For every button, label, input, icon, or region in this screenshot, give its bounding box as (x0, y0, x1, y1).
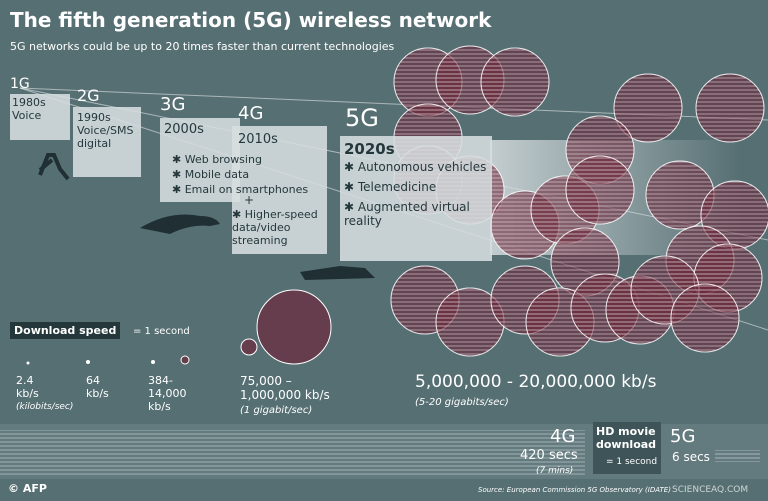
feature-text: Mobile data (184, 168, 250, 181)
gen-label: 5G (670, 426, 696, 447)
speed-note: (kilobits/sec) (16, 402, 74, 412)
feature: Voice (12, 109, 42, 122)
time: 6 secs (672, 450, 710, 464)
second-circle (480, 47, 550, 117)
feature: ✱ Telemedicine (344, 180, 437, 194)
feature-list: ✱ Web browsing ✱ Mobile data ✱ Email on … (172, 152, 308, 197)
time: 420 secs (520, 448, 578, 463)
speed: 75,000 – 1,000,000 kb/s (240, 374, 330, 402)
feature: ✱ Email on smartphones (172, 183, 309, 196)
gen-label: 1G (10, 76, 30, 92)
decade: 1980s (12, 96, 46, 109)
decade: 2010s (238, 132, 278, 147)
speed: 5,000,000 - 20,000,000 kb/s (415, 372, 657, 392)
download-label: Download speed (10, 322, 121, 339)
decade: 1990s (77, 111, 111, 124)
gen-box (232, 126, 327, 254)
speed: 64 kb/s (86, 374, 109, 400)
gen-box: 2020s ✱ Autonomous vehicles ✱ Telemedici… (340, 136, 492, 261)
dot (26, 361, 30, 365)
feature-text: Email on smartphones (184, 183, 309, 196)
second-circle (670, 283, 740, 353)
feature-text: Web browsing (184, 153, 262, 166)
subtitle: 5G networks could be up to 20 times fast… (10, 40, 395, 53)
time-note: (7 mins) (536, 466, 574, 476)
feature: ✱ Autonomous vehicles (344, 160, 487, 174)
car-icon (300, 266, 375, 280)
seconds-4g (0, 430, 585, 475)
feature-text: Higher-speed data/video streaming (232, 208, 318, 247)
speed-note: (1 gigabit/sec) (240, 405, 313, 416)
watermark: SCIENCEAQ.COM (672, 485, 749, 495)
second-circle (613, 73, 683, 143)
gen-box: 1990s Voice/SMS digital (73, 107, 141, 177)
legend: = 1 second (606, 457, 658, 467)
feature-text: Autonomous vehicles (357, 160, 487, 174)
plus: + (244, 193, 255, 207)
decade: 2020s (344, 140, 395, 158)
dot (256, 289, 332, 365)
decade: 2000s (164, 122, 204, 137)
runner-icon (38, 153, 70, 181)
cheetah-icon (140, 214, 220, 234)
title: The fifth generation (5G) wireless netwo… (10, 8, 492, 32)
second-circle (695, 73, 765, 143)
source: Source: European Commission 5G Observato… (478, 486, 671, 494)
dot (151, 360, 155, 364)
feature: ✱ Higher-speed data/video streaming (232, 208, 318, 247)
second-circle (565, 155, 635, 225)
movie-label: HD movie download (596, 425, 657, 451)
speed-note: (5-20 gigabits/sec) (415, 397, 509, 408)
feature: ✱ Mobile data (172, 168, 250, 181)
speed: 2.4 kb/s (16, 374, 39, 400)
feature-text: Telemedicine (357, 180, 437, 194)
feature: ✱ Augmented virtual reality (344, 200, 470, 228)
feature-text: Augmented virtual reality (344, 200, 470, 228)
legend: = 1 second (133, 326, 190, 337)
gen-label: 5G (345, 104, 379, 132)
gen-label: 4G (238, 103, 264, 124)
feature: ✱ Web browsing (172, 153, 262, 166)
movie-box: HD movie download = 1 second (593, 422, 661, 474)
seconds-5g (715, 450, 760, 462)
feature: Voice/SMS digital (77, 124, 134, 150)
gen-label: 2G (77, 86, 100, 105)
speed: 384- 14,000 kb/s (148, 374, 187, 413)
gen-label: 4G (550, 426, 576, 447)
gen-box (160, 118, 240, 202)
dot (240, 338, 258, 356)
circles (390, 45, 768, 357)
credit: © AFP (8, 482, 47, 495)
gen-label: 3G (160, 94, 186, 115)
gen-box: 1980s Voice (10, 94, 70, 140)
dot (180, 355, 190, 365)
dot (86, 360, 90, 364)
